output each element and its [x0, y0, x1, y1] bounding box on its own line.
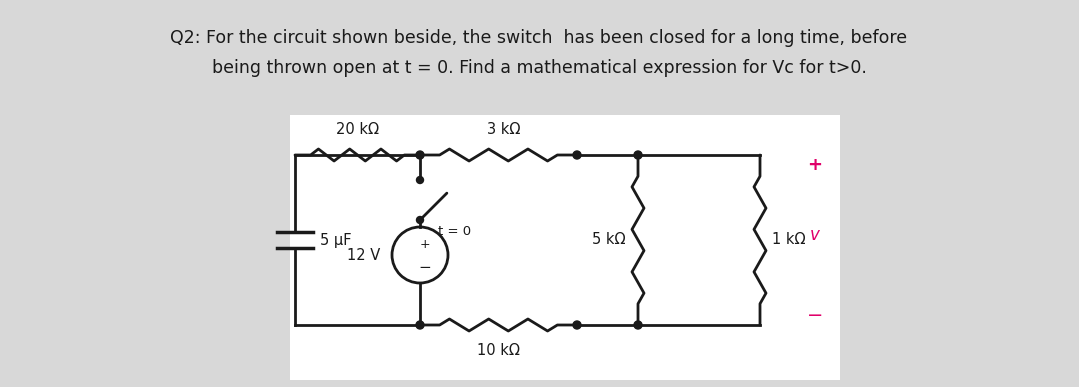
Text: 20 kΩ: 20 kΩ — [336, 122, 379, 137]
Circle shape — [634, 151, 642, 159]
Text: Q2: For the circuit shown beside, the switch  has been closed for a long time, b: Q2: For the circuit shown beside, the sw… — [170, 29, 907, 47]
Text: t = 0: t = 0 — [438, 225, 472, 238]
Circle shape — [416, 176, 423, 183]
Text: 10 kΩ: 10 kΩ — [477, 343, 520, 358]
Text: −: − — [807, 305, 823, 325]
Text: 1 kΩ: 1 kΩ — [771, 233, 806, 248]
Text: 3 kΩ: 3 kΩ — [487, 122, 520, 137]
Circle shape — [634, 321, 642, 329]
Circle shape — [416, 216, 423, 224]
Text: −: − — [419, 260, 432, 274]
Text: 12 V: 12 V — [346, 248, 380, 262]
Text: v: v — [810, 226, 820, 244]
Circle shape — [416, 151, 424, 159]
Bar — [290, 115, 839, 380]
Circle shape — [416, 321, 424, 329]
Text: +: + — [807, 156, 822, 174]
Circle shape — [573, 151, 581, 159]
Circle shape — [573, 321, 581, 329]
Text: 5 μF: 5 μF — [320, 233, 352, 248]
Text: +: + — [420, 238, 431, 252]
Text: being thrown open at t = 0. Find a mathematical expression for Vc for t>0.: being thrown open at t = 0. Find a mathe… — [211, 59, 866, 77]
Text: 5 kΩ: 5 kΩ — [592, 233, 626, 248]
